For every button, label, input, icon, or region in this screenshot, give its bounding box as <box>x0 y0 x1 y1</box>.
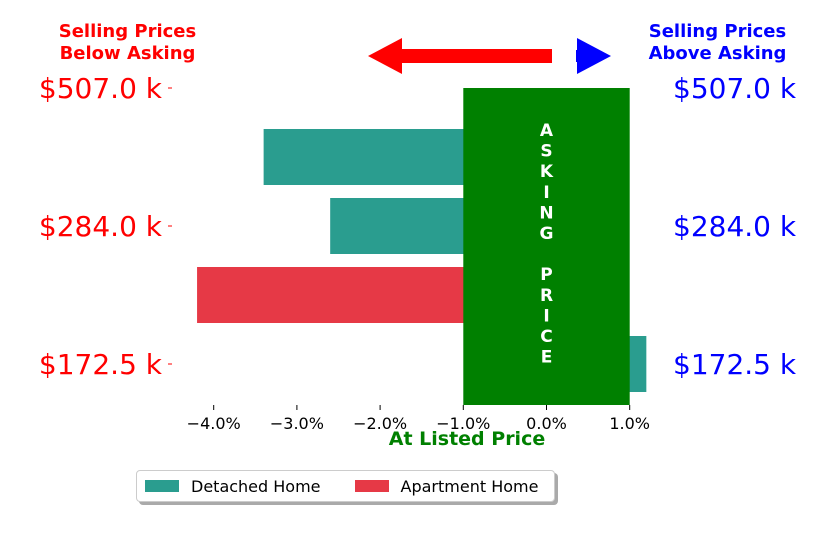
x-tick-label-5: 1.0% <box>609 414 650 433</box>
x-axis-label: At Listed Price <box>389 428 545 450</box>
legend-label-apartment: Apartment Home <box>400 476 539 496</box>
asking-letter-3: I <box>543 183 549 203</box>
legend-label-detached: Detached Home <box>191 476 321 496</box>
right-arrow-icon <box>576 38 611 74</box>
price-label-right-bottom: $172.5 k <box>673 348 797 381</box>
below-asking-line2: Below Asking <box>59 43 196 64</box>
price-label-left-mid: $284.0 k <box>38 210 162 243</box>
price-label-right-mid: $284.0 k <box>673 210 797 243</box>
above-asking-line1: Selling Prices <box>648 21 787 42</box>
asking-letter-10: C <box>540 327 552 347</box>
asking-letter-1: S <box>540 142 552 162</box>
asking-letter-9: I <box>543 306 549 326</box>
asking-price-band <box>463 88 630 405</box>
asking-letter-11: E <box>541 348 553 368</box>
x-tick-label-3: −1.0% <box>436 414 490 433</box>
asking-letter-4: N <box>539 203 553 223</box>
x-tick-label-4: 0.0% <box>526 414 567 433</box>
price-label-left-top: $507.0 k <box>38 72 162 105</box>
x-tick-label-2: −2.0% <box>353 414 407 433</box>
asking-letter-5: G <box>540 224 554 244</box>
above-asking-header: Selling Prices Above Asking <box>630 21 805 65</box>
x-tick-label-0: −4.0% <box>187 414 241 433</box>
legend-item-detached: Detached Home <box>145 477 321 496</box>
above-asking-line2: Above Asking <box>648 43 787 64</box>
legend-swatch-detached <box>145 480 179 492</box>
left-arrow-icon <box>368 38 552 74</box>
asking-letter-0: A <box>540 121 554 141</box>
x-tick-label-1: −3.0% <box>270 414 324 433</box>
legend-item-apartment: Apartment Home <box>354 476 539 496</box>
price-label-left-bottom: $172.5 k <box>38 348 162 381</box>
price-label-right-top: $507.0 k <box>673 72 797 105</box>
below-asking-line1: Selling Prices <box>58 21 197 42</box>
asking-letter-2: K <box>540 162 554 182</box>
asking-letter-7: P <box>540 265 552 285</box>
legend: Detached Home Apartment Home <box>136 470 555 502</box>
legend-swatch-apartment <box>354 480 389 492</box>
below-asking-header: Selling Prices Below Asking <box>40 21 215 65</box>
asking-letter-8: R <box>540 286 553 306</box>
